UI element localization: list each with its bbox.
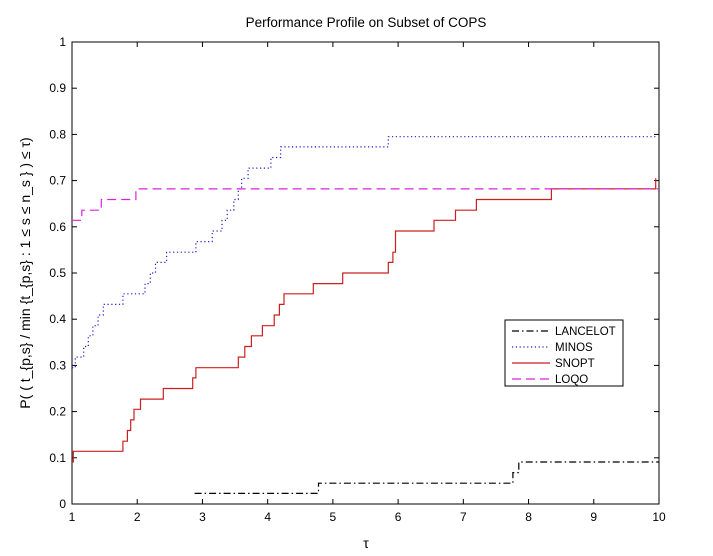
x-tick-label: 8 [525,510,532,524]
series-line-lancelot [194,461,659,494]
y-tick-label: 0.4 [49,312,66,326]
y-tick-label: 0.2 [49,405,66,419]
axis-ticks [71,41,660,505]
x-tick-label: 10 [652,510,666,524]
legend: LANCELOT MINOS SNOPT LOQO [504,319,624,387]
y-tick-label: 0.1 [49,451,66,465]
y-tick-label: 0 [59,497,66,511]
x-tick-label: 4 [264,510,271,524]
y-tick-label: 0.3 [49,358,66,372]
series-line-loqo [72,188,659,221]
legend-label-minos: MINOS [555,342,593,354]
series-line-snopt [72,178,657,463]
x-tick-label: 2 [134,510,141,524]
x-tick-label: 6 [395,510,402,524]
y-tick-label: 0.8 [49,127,66,141]
x-tick-label: 1 [69,510,76,524]
x-tick-label: 7 [460,510,467,524]
x-tick-label: 5 [330,510,337,524]
y-tick-label: 0.7 [49,174,66,188]
legend-box [504,319,624,387]
y-tick-label: 0.9 [49,81,66,95]
y-tick-label: 0.5 [49,266,66,280]
series-lines [72,136,659,494]
x-tick-label: 9 [590,510,597,524]
y-axis-label: P( ( t_{p,s} / min {t_{p,s} : 1 ≤ s ≤ n_… [17,137,33,408]
chart-title: Performance Profile on Subset of COPS [246,15,487,30]
x-axis-label: τ [363,535,369,551]
x-tick-label: 3 [199,510,206,524]
y-tick-label: 0.6 [49,220,66,234]
legend-label-snopt: SNOPT [555,358,595,370]
series-line-minos [72,136,656,369]
axis-tick-labels: 1 2 3 4 5 6 7 8 9 10 0 0.1 0.2 0.3 0.4 0.5 0.6 0.7 0.8 0.9 1 [49,35,666,524]
legend-label-loqo: LOQO [555,374,588,386]
legend-label-lancelot: LANCELOT [555,326,616,338]
y-tick-label: 1 [59,35,66,49]
plot-area: 1 2 3 4 5 6 7 8 9 10 0 0.1 0.2 0.3 0.4 0.5 0.6 0.7 0.8 0.9 1 [49,35,666,524]
